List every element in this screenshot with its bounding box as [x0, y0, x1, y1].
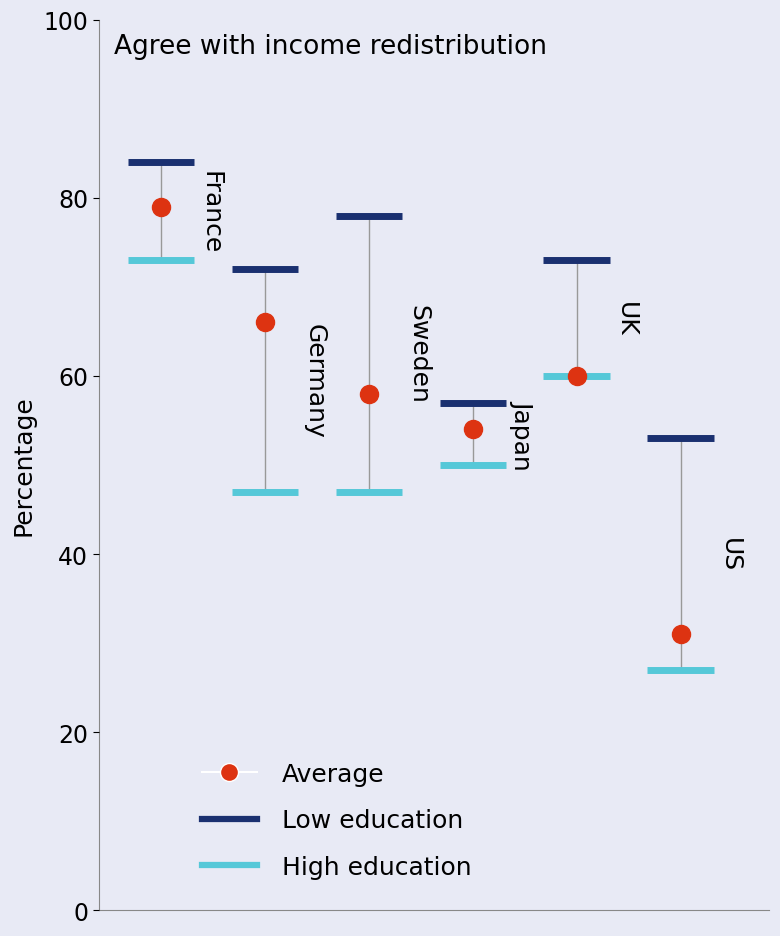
- Legend: Average, Low education, High education: Average, Low education, High education: [192, 753, 481, 889]
- Text: US: US: [718, 537, 742, 572]
- Text: Germany: Germany: [303, 324, 326, 438]
- Text: Japan: Japan: [510, 400, 534, 469]
- Y-axis label: Percentage: Percentage: [11, 395, 35, 535]
- Text: France: France: [198, 170, 222, 254]
- Text: UK: UK: [614, 301, 638, 336]
- Text: Sweden: Sweden: [406, 305, 431, 403]
- Text: Agree with income redistribution: Agree with income redistribution: [115, 34, 548, 60]
